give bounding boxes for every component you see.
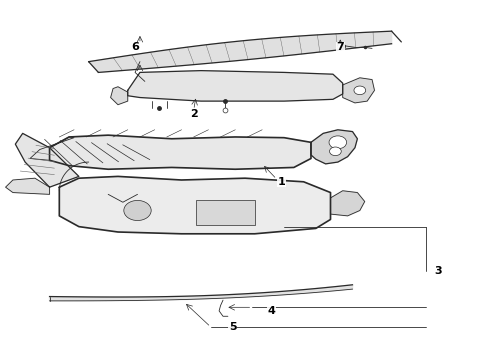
Text: 6: 6 <box>131 42 139 52</box>
Polygon shape <box>49 285 352 301</box>
Polygon shape <box>311 130 357 164</box>
Polygon shape <box>331 191 365 216</box>
Text: 2: 2 <box>190 109 197 119</box>
Text: 4: 4 <box>268 306 276 316</box>
Circle shape <box>330 147 341 156</box>
Polygon shape <box>59 176 331 234</box>
Polygon shape <box>111 87 128 105</box>
Polygon shape <box>5 178 49 194</box>
Text: 7: 7 <box>337 42 344 52</box>
Text: 3: 3 <box>434 266 442 276</box>
FancyBboxPatch shape <box>196 200 255 225</box>
Polygon shape <box>89 31 392 72</box>
Polygon shape <box>343 78 374 103</box>
Text: 5: 5 <box>229 322 237 332</box>
Circle shape <box>329 136 346 149</box>
Polygon shape <box>30 137 74 160</box>
Circle shape <box>354 86 366 95</box>
Polygon shape <box>15 134 79 187</box>
Polygon shape <box>49 135 311 169</box>
Circle shape <box>124 201 151 221</box>
Text: 1: 1 <box>278 177 286 187</box>
Polygon shape <box>128 71 343 101</box>
